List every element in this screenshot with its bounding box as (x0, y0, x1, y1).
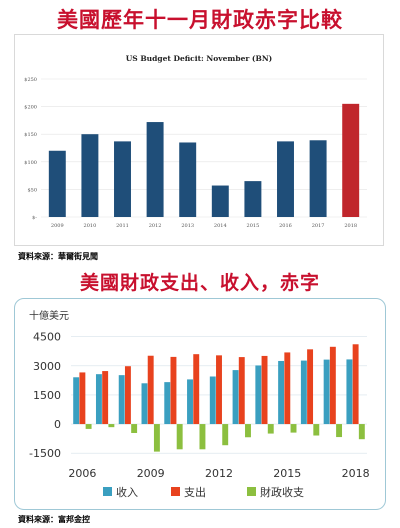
chart2-bar-revenue-2014 (255, 365, 262, 425)
chart2-bar-spending-2013 (238, 357, 245, 425)
chart1-x-tick-label: 2017 (312, 223, 325, 229)
chart2-y-tick-label: 1500 (33, 389, 61, 402)
chart1-bar-2012 (146, 122, 164, 217)
chart2-bar-revenue-2018 (346, 359, 353, 425)
chart2-bar-revenue-2013 (232, 370, 239, 425)
chart1-x-tick-label: 2015 (247, 223, 260, 229)
chart1-bar-2014 (211, 185, 229, 217)
chart1-y-tick-label: $100 (24, 160, 37, 166)
legend-swatch (247, 487, 256, 496)
chart2-bar-revenue-2012 (209, 376, 216, 425)
chart1-y-tick-label: $50 (27, 187, 37, 193)
fiscal-chart-panel: 十億美元 -1500 0 1500 3000 4500 2006 2009 2012 2015… (14, 298, 386, 510)
legend-label: 收入 (116, 485, 138, 499)
chart2-bar-spending-2010 (170, 356, 177, 425)
chart1-bar-2010 (81, 134, 99, 217)
chart1-bar-2018 (342, 103, 360, 217)
chart2-y-tick-label: 3000 (33, 360, 61, 373)
chart2-bar-fiscal-balance-2011 (199, 424, 206, 450)
legend-item-spending: 支出 (171, 485, 206, 499)
chart2-bar-revenue-2011 (187, 379, 193, 425)
chart2-bar-fiscal-balance-2012 (222, 424, 229, 446)
chart1-source: 資料來源：華爾街見聞 (18, 252, 98, 261)
chart2-bar-revenue-2010 (164, 382, 171, 425)
chart1-x-tick-label: 2011 (116, 223, 129, 229)
chart2-heading: 美國財政支出、收入，赤字 (79, 272, 320, 294)
chart1-y-tick-label: $250 (24, 77, 37, 83)
chart2-bar-revenue-2017 (323, 359, 330, 425)
chart2-bar-revenue-2009 (141, 383, 148, 425)
chart2-bar-spending-2008 (124, 366, 131, 425)
chart2-x-tick-label: 2012 (205, 467, 233, 480)
chart2-bar-revenue-2007 (95, 374, 102, 425)
chart1-bar-2009 (48, 150, 66, 217)
legend-item-fiscal-balance: 財政收支 (247, 485, 304, 499)
chart2-bar-fiscal-balance-2006 (85, 424, 92, 429)
chart2-bar-fiscal-balance-2007 (108, 424, 115, 428)
chart2-x-tick-label: 2015 (273, 467, 301, 480)
chart1-x-tick-label: 2014 (214, 223, 227, 229)
chart2-bar-fiscal-balance-2008 (131, 424, 138, 433)
chart1-x-tick-label: 2012 (149, 223, 162, 229)
chart2-y-tick-label: 4500 (33, 331, 61, 344)
chart2-bar-spending-2015 (284, 352, 291, 425)
chart1-title: US Budget Deficit: November (BN) (126, 54, 272, 63)
chart2-bar-spending-2011 (193, 354, 200, 425)
chart2-bar-fiscal-balance-2016 (313, 424, 320, 436)
chart2-bar-fiscal-balance-2014 (267, 424, 274, 434)
chart1-x-tick-label: 2018 (344, 223, 357, 229)
chart2-x-tick-label: 2018 (342, 467, 370, 480)
chart2-bar-fiscal-balance-2013 (245, 424, 251, 438)
chart2-x-tick-label: 2009 (137, 467, 165, 480)
chart2-bar-spending-2017 (329, 346, 336, 425)
chart2-source: 資料來源：富邦金控 (18, 515, 90, 524)
chart2-bar-spending-2018 (352, 344, 359, 425)
chart2-y-tick-label: 0 (54, 418, 61, 431)
chart2-bar-fiscal-balance-2009 (153, 424, 160, 452)
unit-label: 十億美元 (29, 309, 69, 322)
chart2-bar-revenue-2016 (300, 360, 307, 425)
legend-item-revenue: 收入 (103, 485, 138, 499)
chart2-y-tick-label: -1500 (29, 447, 61, 460)
chart2-bar-fiscal-balance-2018 (358, 424, 365, 440)
chart2-bar-fiscal-balance-2010 (176, 424, 183, 450)
chart1-bar-2015 (244, 181, 262, 217)
chart1-y-tick-label: $150 (24, 132, 37, 138)
budget-deficit-chart: $- $50 $100 $150 $200 $250 2009 2010 2011 2012 20… (24, 54, 367, 229)
chart2-bar-spending-2006 (79, 372, 86, 425)
budget-deficit-chart-panel: $- $50 $100 $150 $200 $250 2009 2010 2011 2012 20… (14, 34, 384, 246)
chart2-bar-fiscal-balance-2015 (290, 424, 297, 433)
legend-swatch (103, 487, 112, 496)
chart1-bar-2017 (309, 140, 327, 217)
chart1-x-tick-label: 2016 (279, 223, 292, 229)
chart2-bar-spending-2014 (261, 355, 268, 425)
chart1-x-tick-label: 2009 (51, 223, 64, 229)
chart2-bar-revenue-2015 (278, 360, 285, 425)
legend-swatch (171, 487, 180, 496)
chart1-bar-2016 (277, 141, 294, 217)
chart1-heading: 美國歷年十一月財政赤字比較 (57, 8, 343, 32)
chart1-x-tick-label: 2010 (84, 223, 97, 229)
legend-label: 財政收支 (260, 485, 304, 499)
chart2-bar-fiscal-balance-2017 (336, 424, 343, 438)
fiscal-chart: 十億美元 -1500 0 1500 3000 4500 2006 2009 2012 2015… (29, 309, 370, 499)
chart1-y-tick-label: $200 (24, 105, 37, 111)
chart1-bar-2011 (114, 141, 131, 217)
chart2-bar-spending-2007 (102, 371, 109, 425)
chart2-x-tick-label: 2006 (68, 467, 96, 480)
chart1-x-tick-label: 2013 (181, 223, 194, 229)
chart2-bar-revenue-2008 (118, 375, 125, 425)
chart2-bar-spending-2012 (216, 355, 222, 425)
chart2-bar-revenue-2006 (73, 377, 80, 425)
legend-label: 支出 (184, 485, 206, 499)
chart1-bar-2013 (179, 142, 197, 217)
chart1-y-tick-label: $- (32, 215, 37, 221)
chart2-bar-spending-2016 (307, 349, 314, 425)
chart2-bar-spending-2009 (147, 355, 154, 425)
